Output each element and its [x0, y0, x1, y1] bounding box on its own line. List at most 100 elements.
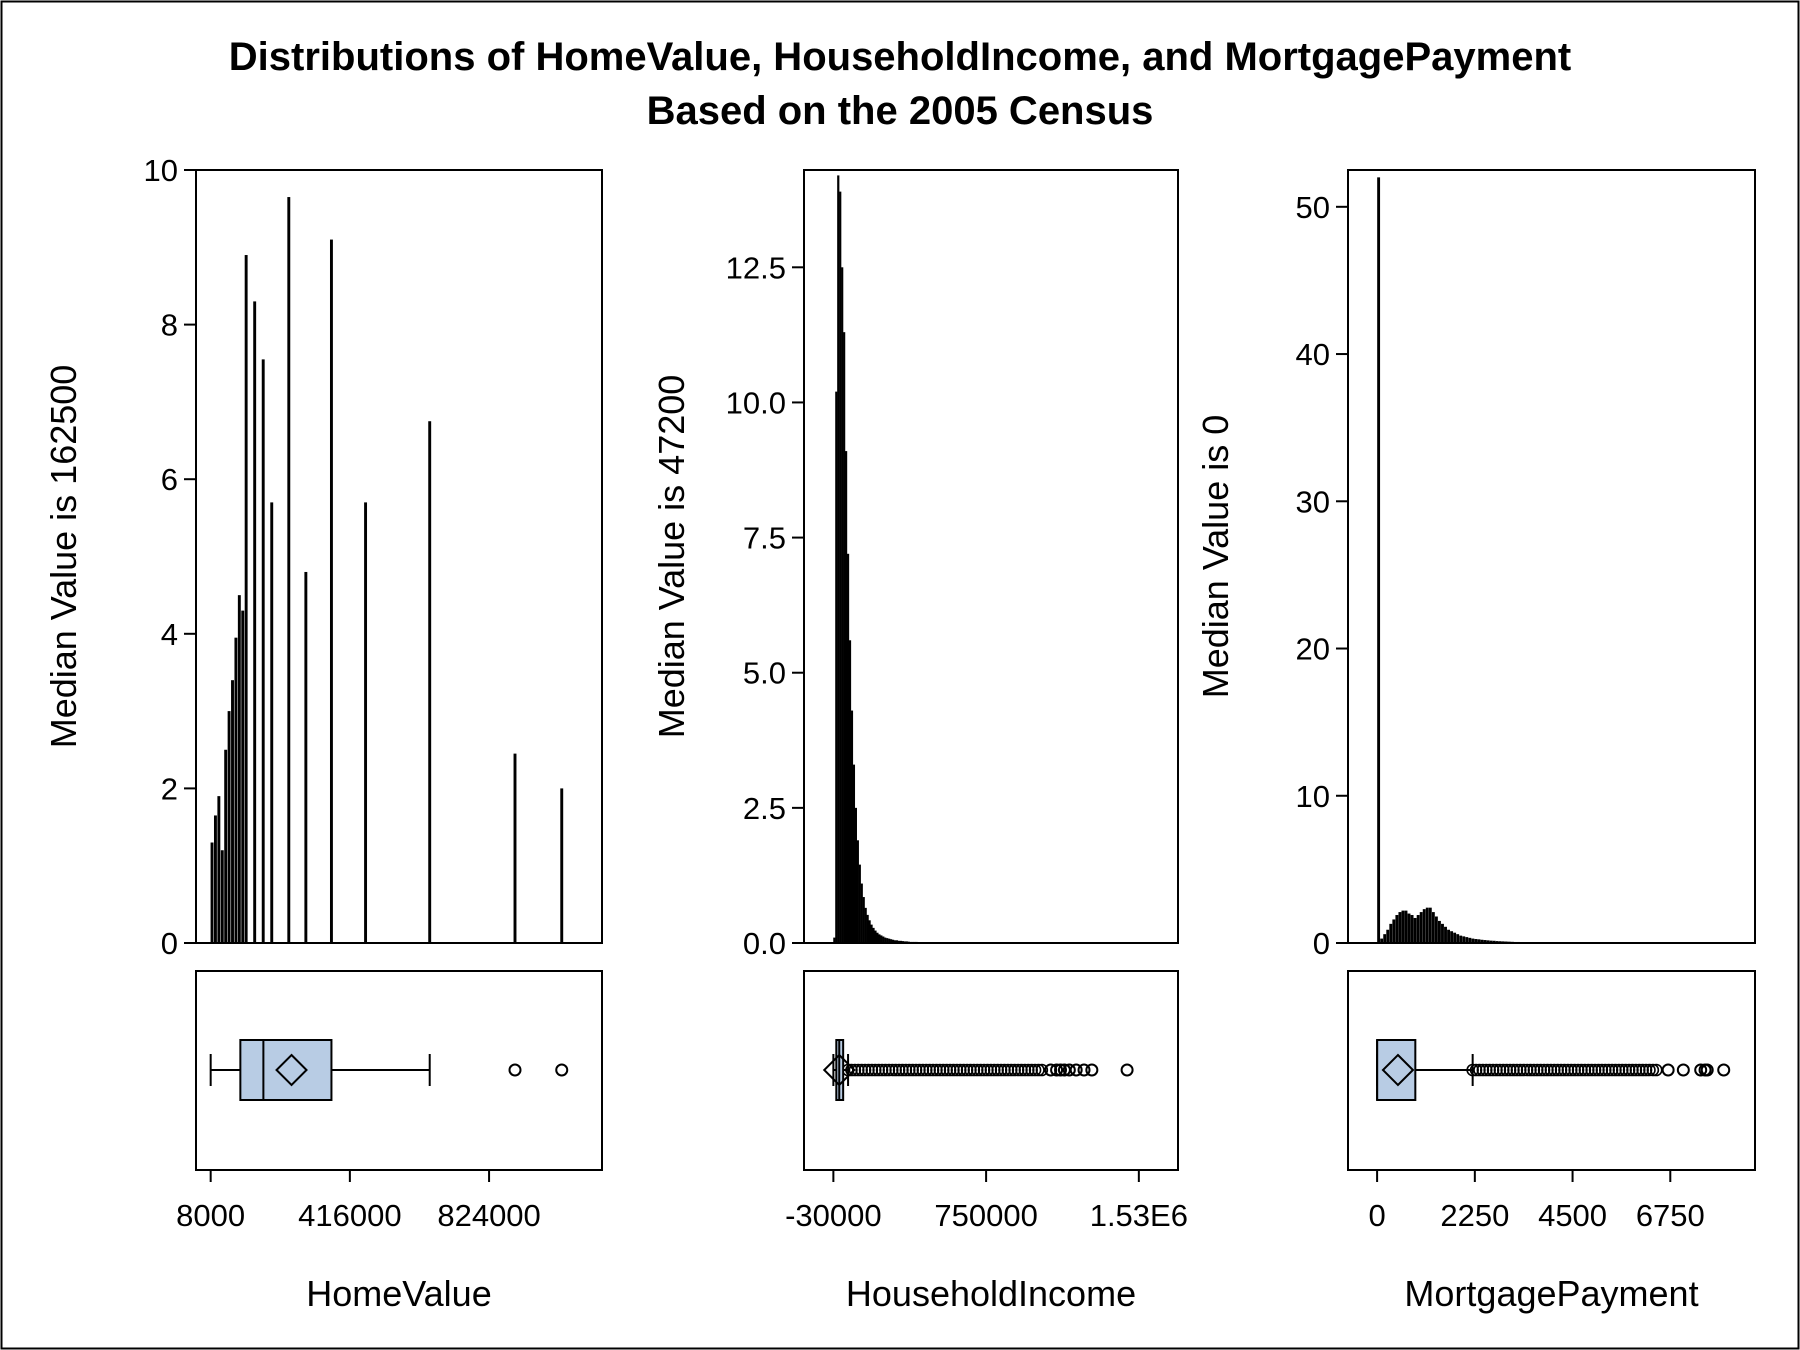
outlier-point	[1473, 1063, 1486, 1077]
histogram-bar	[1416, 915, 1420, 943]
histogram-bar	[837, 175, 840, 944]
histogram-bar	[858, 864, 861, 943]
x-axis-label: HouseholdIncome	[846, 1273, 1136, 1314]
outlier-point	[1069, 1063, 1083, 1077]
x-tick-label: 2250	[1440, 1198, 1509, 1233]
y-tick-label: 12.5	[726, 250, 786, 285]
histogram-bar	[888, 938, 891, 943]
outlier-point	[892, 1063, 906, 1077]
histogram-bar	[893, 940, 897, 943]
x-tick-label: 6750	[1636, 1198, 1705, 1233]
outlier-point	[1700, 1063, 1714, 1077]
outlier-point	[1476, 1063, 1490, 1077]
outlier-point	[1661, 1063, 1675, 1077]
histogram-bar	[1483, 940, 1487, 943]
outlier-point	[1605, 1063, 1619, 1077]
histogram-bar	[1477, 939, 1481, 943]
outlier-point	[926, 1063, 940, 1077]
histogram-bar	[270, 502, 274, 943]
histogram-bar	[1489, 940, 1493, 943]
boxplot-mean-diamond	[1381, 1053, 1415, 1087]
outlier-point	[960, 1063, 974, 1077]
histogram-bar	[897, 940, 901, 943]
histogram-bar	[1444, 926, 1447, 943]
y-tick-label: 0	[1313, 926, 1330, 961]
histogram-frame	[803, 169, 1179, 944]
y-tick-label: 20	[1296, 632, 1330, 667]
boxplot-mean-diamond	[822, 1053, 856, 1087]
histogram-bar	[231, 680, 234, 943]
outlier-point	[977, 1063, 991, 1077]
histogram-bar	[1450, 931, 1454, 943]
histogram-bar	[1395, 915, 1399, 943]
outlier-point	[1028, 1063, 1042, 1077]
outlier-point	[1643, 1063, 1656, 1077]
histogram-bar	[1386, 929, 1390, 943]
histogram-bar	[882, 936, 885, 943]
histogram-bar	[1404, 910, 1408, 943]
outlier-point	[1622, 1063, 1636, 1077]
histogram-bar	[1389, 923, 1393, 943]
panels-group: 0 2 4 6 8 10 8000 416000 824000 HomeValue Median V…	[43, 153, 1756, 1314]
outlier-point	[1527, 1063, 1541, 1077]
outlier-point	[1520, 1063, 1534, 1077]
outlier-point	[1050, 1063, 1064, 1077]
y-tick-label: 5.0	[743, 656, 786, 691]
outlier-point	[1085, 1063, 1099, 1077]
y-tick-label: 10	[1296, 779, 1330, 814]
histogram-bar	[217, 796, 221, 943]
histogram-bar	[1419, 912, 1423, 943]
outlier-point	[1554, 1063, 1568, 1077]
outlier-point	[1032, 1063, 1045, 1077]
histogram-bar	[1471, 938, 1475, 943]
outlier-point	[909, 1063, 923, 1077]
outlier-point	[1612, 1063, 1626, 1077]
outlier-point	[1558, 1063, 1571, 1077]
boxplot-box	[239, 1039, 333, 1101]
histogram-bar	[513, 753, 517, 943]
histogram-bar	[852, 764, 856, 943]
histogram-bar	[253, 301, 257, 943]
histogram-bar	[1480, 939, 1484, 943]
panel-householdincome: 0.0 2.5 5.0 7.5 10.0 12.5 -30000 750000 1.53E6 Ho…	[651, 169, 1188, 1314]
outlier-point	[1524, 1063, 1537, 1077]
histogram-frame	[1347, 169, 1756, 944]
histogram-bar	[1377, 177, 1381, 943]
y-tick-label: 2.5	[743, 791, 786, 826]
histogram-bar	[261, 359, 265, 943]
outlier-point	[1575, 1063, 1588, 1077]
x-axis-label: HomeValue	[306, 1273, 491, 1314]
histogram-bar	[560, 788, 564, 943]
outlier-point	[1571, 1063, 1585, 1077]
outlier-point	[1503, 1063, 1517, 1077]
histogram-bar	[428, 421, 432, 944]
y-tick-label: 10	[144, 153, 178, 188]
histogram-bar	[843, 332, 846, 943]
outlier-point	[1510, 1063, 1524, 1077]
outlier-point	[1694, 1063, 1708, 1077]
histogram-bar	[870, 924, 873, 943]
y-tick-label: 7.5	[743, 521, 786, 556]
histogram-bar	[886, 938, 889, 943]
histogram-bar	[1434, 916, 1438, 943]
y-tick-label: 4	[161, 617, 178, 652]
histogram-bar	[848, 640, 852, 943]
histogram-bar	[874, 930, 877, 943]
histogram-bar	[833, 937, 836, 943]
histogram-bar	[1453, 932, 1457, 943]
histogram-bar	[1462, 936, 1466, 943]
outlier-point	[1486, 1063, 1500, 1077]
histogram-bar	[1431, 912, 1435, 943]
outlier-point	[1490, 1063, 1503, 1077]
outlier-point	[1493, 1063, 1507, 1077]
histogram-bar	[876, 932, 879, 943]
histogram-bar	[1392, 919, 1396, 943]
histogram-bar	[1422, 909, 1426, 943]
histogram-bar	[872, 927, 875, 943]
histogram-bar	[244, 255, 248, 943]
x-tick-label: 750000	[934, 1198, 1037, 1233]
histogram-bar	[364, 502, 368, 943]
histogram-bar	[1459, 935, 1463, 943]
histogram-bar	[854, 807, 857, 943]
